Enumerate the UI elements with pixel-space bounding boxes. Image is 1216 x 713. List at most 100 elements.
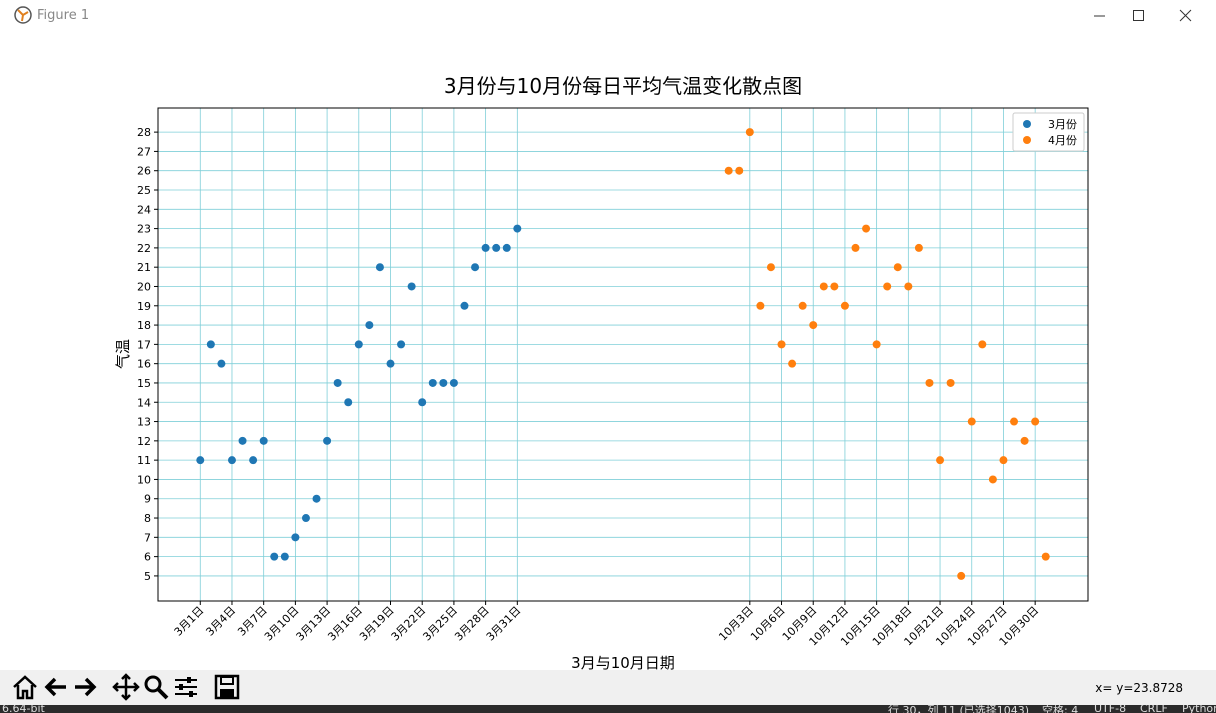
legend-marker	[1023, 120, 1031, 128]
point	[502, 243, 511, 252]
chart-title: 3月份与10月份每日平均气温变化散点图	[444, 74, 802, 98]
y-tick-label: 13	[137, 416, 151, 429]
point	[756, 301, 765, 310]
point	[365, 321, 374, 330]
status-item: Python	[1182, 705, 1216, 713]
y-tick-label: 19	[137, 300, 151, 313]
home-button[interactable]	[11, 673, 39, 701]
point	[957, 571, 966, 580]
point	[840, 301, 849, 310]
legend-marker	[1023, 136, 1031, 144]
close-button[interactable]	[1162, 0, 1208, 31]
point	[301, 514, 310, 523]
point	[206, 340, 215, 349]
y-tick-label: 21	[137, 261, 151, 274]
x-tick-label: 3月1日	[172, 604, 207, 639]
y-tick-label: 14	[137, 396, 151, 409]
pan-button[interactable]	[112, 673, 140, 701]
point	[196, 456, 205, 465]
y-tick-label: 9	[144, 493, 151, 506]
point	[259, 436, 268, 445]
point	[227, 456, 236, 465]
coordinates: x= y=23.8728	[1095, 681, 1183, 695]
chart: 3月份与10月份每日平均气温变化散点图 3月与10月日期 气温 5 6 7 8 9 10 1…	[114, 74, 1089, 670]
y-tick-label: 17	[137, 338, 151, 351]
point	[1041, 552, 1050, 561]
point	[471, 263, 480, 272]
y-tick-label: 6	[144, 551, 151, 564]
point	[999, 456, 1008, 465]
y-tick-label: 20	[137, 280, 151, 293]
point	[777, 340, 786, 349]
point	[766, 263, 775, 272]
configure-button[interactable]	[172, 673, 200, 701]
point	[967, 417, 976, 426]
point	[936, 456, 945, 465]
point	[798, 301, 807, 310]
y-tick-label: 25	[137, 184, 151, 197]
x-tick-label: 3月31日	[484, 604, 524, 644]
status-item: 行 30，列 11 (已选择1043)	[888, 705, 1030, 713]
y-tick-label: 8	[144, 512, 151, 525]
y-tick-label: 23	[137, 223, 151, 236]
point	[291, 533, 300, 542]
point	[375, 263, 384, 272]
legend-box	[1012, 112, 1085, 152]
point	[1031, 417, 1040, 426]
point	[914, 243, 923, 252]
point	[217, 359, 226, 368]
x-tick-label: 3月4日	[203, 604, 238, 639]
point	[988, 475, 997, 484]
point	[333, 378, 342, 387]
title-bar: Figure 1	[0, 0, 1216, 31]
point	[280, 552, 289, 561]
point	[809, 321, 818, 330]
status-item: UTF-8	[1094, 705, 1127, 713]
point	[819, 282, 828, 291]
status-bar: 6.64-bit 行 30，列 11 (已选择1043) 空格: 4 UTF-8…	[0, 705, 1216, 713]
point	[323, 436, 332, 445]
legend-label: 3月份	[1048, 118, 1077, 131]
y-tick-label: 10	[137, 473, 151, 486]
point	[946, 378, 955, 387]
point	[344, 398, 353, 407]
point	[788, 359, 797, 368]
minimize-button[interactable]	[1076, 0, 1122, 31]
y-tick-label: 26	[137, 165, 151, 178]
back-button[interactable]	[42, 673, 70, 701]
point	[925, 378, 934, 387]
point	[724, 166, 733, 175]
point	[312, 494, 321, 503]
point	[460, 301, 469, 310]
point	[1020, 436, 1029, 445]
y-tick-label: 22	[137, 242, 151, 255]
point	[745, 128, 754, 137]
save-button[interactable]	[213, 673, 241, 701]
point	[481, 243, 490, 252]
window-title: Figure 1	[37, 8, 90, 23]
y-tick-label: 27	[137, 145, 151, 158]
zoom-button[interactable]	[142, 673, 170, 701]
legend-label: 4月份	[1048, 134, 1077, 147]
forward-button[interactable]	[71, 673, 99, 701]
point	[513, 224, 522, 233]
point	[862, 224, 871, 233]
point	[238, 436, 247, 445]
maximize-button[interactable]	[1115, 0, 1161, 31]
point	[872, 340, 881, 349]
point	[904, 282, 913, 291]
app-icon	[14, 6, 32, 24]
y-axis-label: 气温	[114, 339, 132, 369]
plot-area	[158, 108, 1088, 601]
y-tick-label: 7	[144, 531, 151, 544]
x-axis-label: 3月与10月日期	[571, 654, 675, 670]
y-tick-label: 16	[137, 358, 151, 371]
y-tick-label: 15	[137, 377, 151, 390]
point	[893, 263, 902, 272]
y-tick-label: 24	[137, 203, 151, 216]
plot-frame	[157, 107, 1089, 602]
point	[1010, 417, 1019, 426]
point	[978, 340, 987, 349]
toolbar: x= y=23.8728	[0, 670, 1216, 706]
